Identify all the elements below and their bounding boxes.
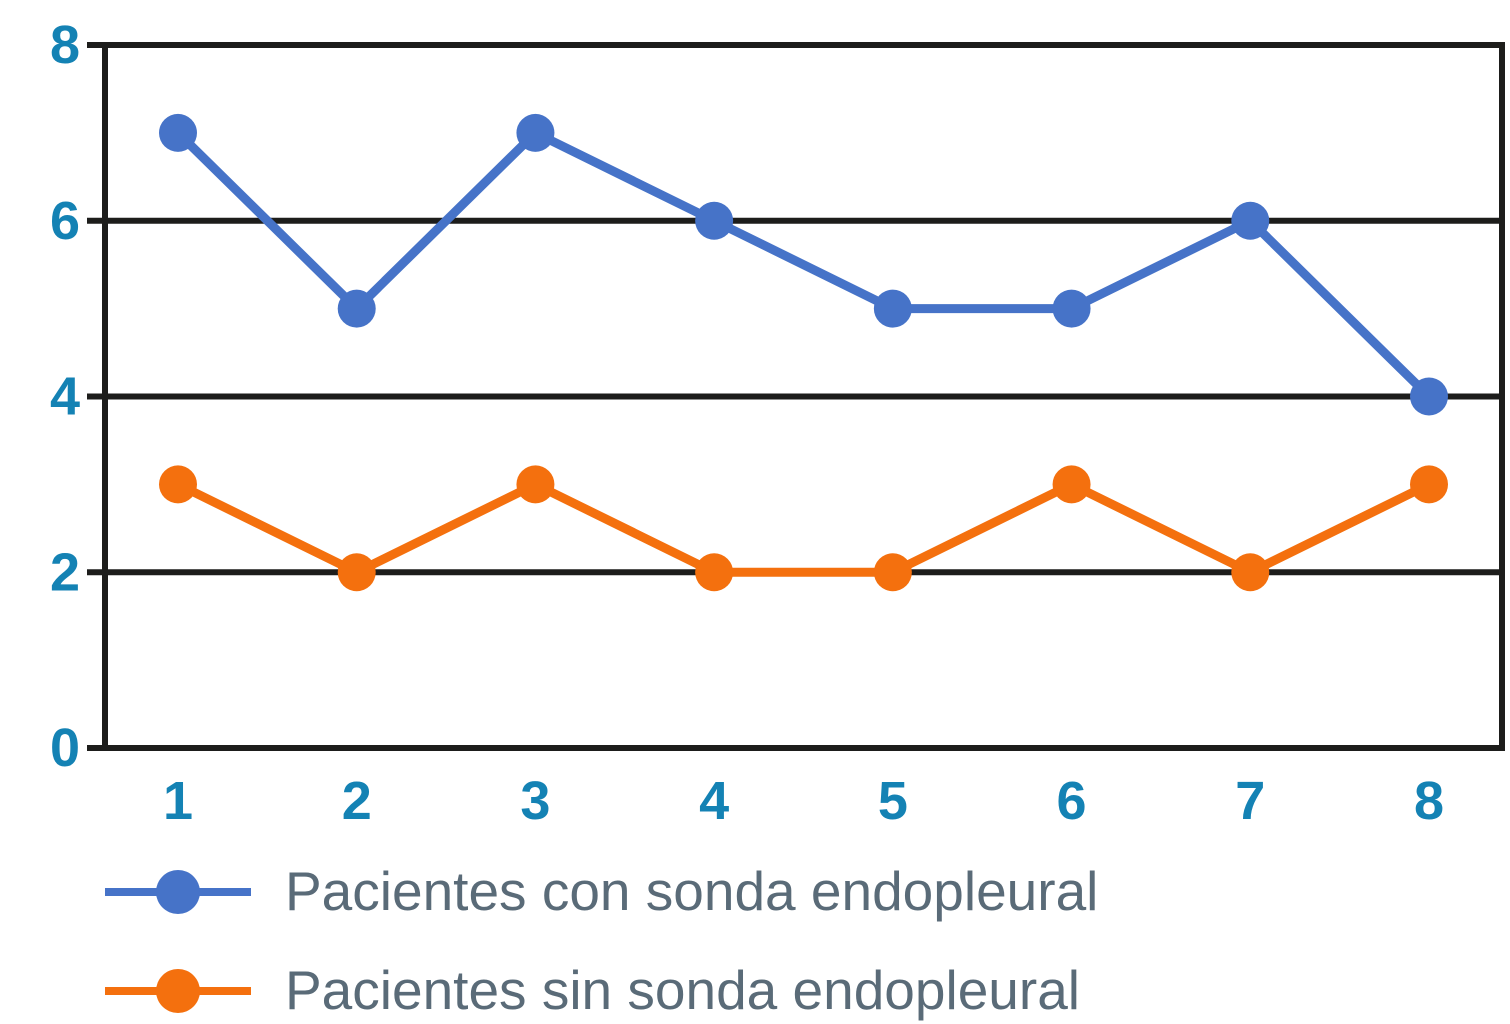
data-point-s0-x6 — [1052, 289, 1091, 328]
data-point-s1-x5 — [873, 553, 912, 592]
x-tick-label-8: 8 — [1414, 771, 1444, 831]
legend-label: Pacientes con sonda endopleural — [285, 860, 1099, 922]
chart-legend: Pacientes con sonda endopleural Paciente… — [105, 864, 1098, 1018]
legend-item-con-sonda: Pacientes con sonda endopleural — [105, 864, 1098, 919]
data-point-s1-x8 — [1410, 465, 1448, 504]
x-tick-label-2: 2 — [342, 771, 372, 831]
data-point-s0-x1 — [159, 113, 197, 152]
data-point-s1-x3 — [516, 465, 555, 504]
data-point-s0-x4 — [695, 201, 734, 240]
data-point-s1-x1 — [159, 465, 197, 504]
legend-circle-marker-icon — [156, 968, 200, 1013]
line-chart: 0 2 4 6 8 1 2 3 4 5 6 7 8 — [50, 15, 1505, 831]
y-tick-label-6: 6 — [50, 191, 80, 251]
data-point-s1-x7 — [1231, 553, 1270, 592]
y-tick-label-8: 8 — [50, 15, 80, 75]
y-tick-label-4: 4 — [50, 367, 80, 427]
data-point-s0-x2 — [337, 289, 376, 328]
x-tick-label-6: 6 — [1057, 771, 1087, 831]
data-point-s0-x3 — [516, 113, 555, 152]
data-point-s1-x2 — [337, 553, 376, 592]
y-tick-label-0: 0 — [50, 718, 80, 778]
x-tick-label-7: 7 — [1235, 771, 1265, 831]
data-point-s1-x6 — [1052, 465, 1091, 504]
legend-label: Pacientes sin sonda endopleural — [285, 959, 1081, 1021]
series-line-1 — [173, 479, 1434, 577]
data-point-s0-x7 — [1231, 201, 1270, 240]
legend-circle-marker-icon — [156, 869, 200, 914]
series-line-0 — [173, 128, 1434, 401]
data-point-s0-x8 — [1410, 377, 1448, 416]
legend-marker-blue — [105, 869, 251, 915]
data-point-s0-x5 — [873, 289, 912, 328]
x-tick-label-5: 5 — [878, 771, 908, 831]
legend-marker-orange — [105, 968, 251, 1014]
x-tick-label-3: 3 — [520, 771, 550, 831]
x-tick-label-1: 1 — [163, 771, 193, 831]
data-point-s1-x4 — [695, 553, 734, 592]
y-tick-label-2: 2 — [50, 542, 80, 602]
legend-item-sin-sonda: Pacientes sin sonda endopleural — [105, 963, 1098, 1018]
x-tick-label-4: 4 — [699, 771, 729, 831]
